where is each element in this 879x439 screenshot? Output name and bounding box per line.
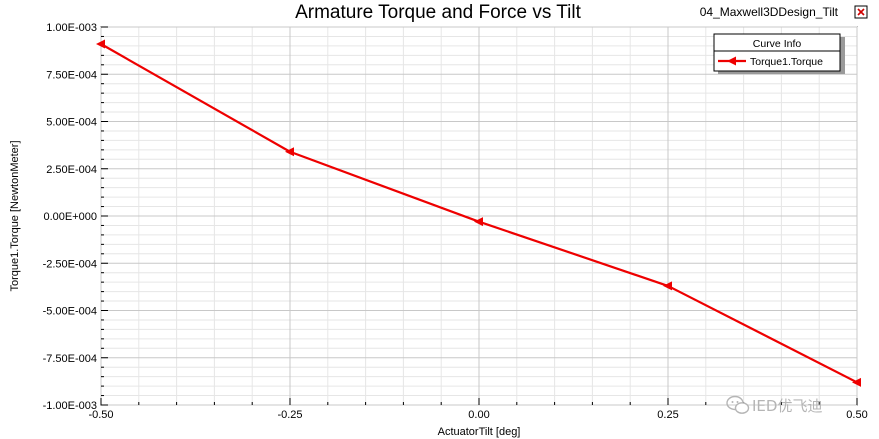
y-tick-label: 1.00E-003 xyxy=(46,22,97,34)
x-tick-label: 0.25 xyxy=(657,409,678,421)
legend-title: Curve Info xyxy=(753,38,802,50)
legend[interactable]: Curve Info Torque1.Torque xyxy=(713,33,845,74)
y-tick-label: -7.50E-004 xyxy=(43,353,97,365)
y-tick-label: -1.00E-003 xyxy=(43,400,97,412)
legend-swatch-marker xyxy=(727,56,736,66)
major-grid xyxy=(100,26,858,406)
series-point xyxy=(285,147,294,157)
x-axis-ticks: -0.50 -0.25 0.00 0.25 0.50 xyxy=(88,398,868,421)
series-point xyxy=(852,377,861,387)
watermark-text: IED优飞迪 xyxy=(752,397,822,415)
series-point xyxy=(663,281,672,291)
x-tick-label: -0.25 xyxy=(277,409,302,421)
y-tick-label: 7.50E-004 xyxy=(46,69,97,81)
legend-series-label: Torque1.Torque xyxy=(750,56,823,68)
series-point xyxy=(96,39,105,49)
y-tick-label: 0.00E+000 xyxy=(43,211,97,223)
y-tick-label: -2.50E-004 xyxy=(43,258,97,270)
close-x-icon[interactable] xyxy=(854,5,868,19)
y-axis-label: Torque1.Torque [NewtonMeter] xyxy=(9,140,21,291)
x-tick-label: -0.50 xyxy=(88,409,113,421)
series-point xyxy=(474,217,483,227)
chart-title: Armature Torque and Force vs Tilt xyxy=(295,2,582,23)
y-tick-label: 5.00E-004 xyxy=(46,117,97,129)
y-tick-label: 2.50E-004 xyxy=(46,164,97,176)
design-name: 04_Maxwell3DDesign_Tilt xyxy=(700,5,839,19)
y-axis-ticks: -1.00E-003 -7.50E-004 -5.00E-004 -2.50E-004… xyxy=(43,22,108,412)
series-layer xyxy=(96,39,861,387)
watermark: IED优飞迪 xyxy=(726,395,822,415)
wechat-icon xyxy=(726,395,750,414)
y-tick-label: -5.00E-004 xyxy=(43,306,97,318)
x-axis-label: ActuatorTilt [deg] xyxy=(438,426,521,438)
x-tick-label: 0.00 xyxy=(468,409,489,421)
x-tick-label: 0.50 xyxy=(846,409,867,421)
